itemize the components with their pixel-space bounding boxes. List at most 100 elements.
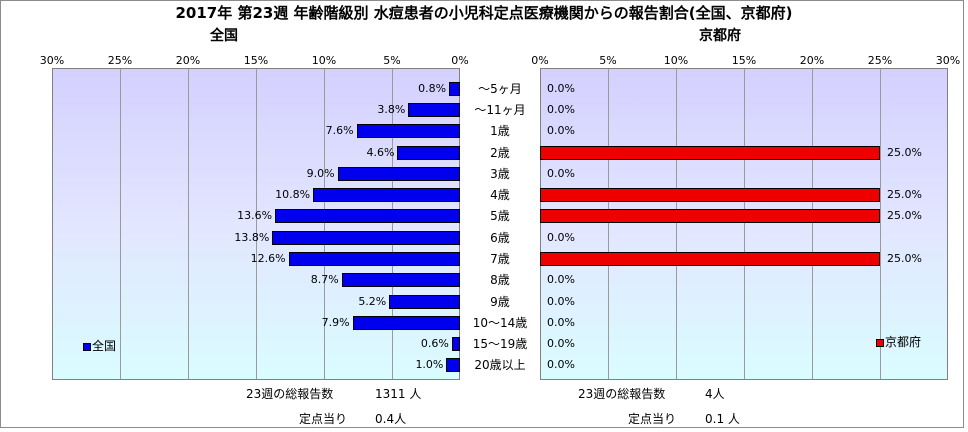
national-bar — [449, 81, 460, 96]
national-total-value: 1311 人 — [375, 387, 422, 401]
category-label: ～11ヶ月 — [474, 102, 526, 117]
category-label: 7歳 — [490, 251, 510, 266]
national-total-label: 23週の総報告数 — [246, 387, 334, 401]
national-per-label: 定点当り — [299, 412, 348, 426]
national-value-label: 13.6% — [237, 209, 273, 223]
national-legend-swatch — [83, 342, 91, 351]
national-legend-label: 全国 — [92, 339, 117, 353]
national-value-label: 3.8% — [377, 102, 406, 116]
category-label: ～5ヶ月 — [478, 81, 522, 96]
national-bar — [313, 188, 460, 203]
national-bar — [408, 102, 460, 117]
national-value-label: 9.0% — [306, 166, 335, 180]
kyoto-value-label: 0.0% — [547, 294, 575, 308]
kyoto-tick-label: 5% — [599, 54, 617, 67]
national-value-label: 8.7% — [310, 273, 339, 287]
kyoto-tick-label: 25% — [867, 54, 893, 67]
kyoto-legend-swatch — [876, 338, 884, 347]
kyoto-tick-label: 30% — [935, 54, 961, 67]
category-label: 20歳以上 — [474, 358, 526, 373]
national-gridline — [188, 69, 189, 379]
national-tick-label: 20% — [175, 54, 201, 67]
kyoto-value-label: 0.0% — [547, 337, 575, 351]
kyoto-value-label: 25.0% — [887, 188, 922, 202]
right-panel-title: 京都府 — [699, 28, 741, 44]
national-value-label: 7.9% — [321, 315, 350, 329]
kyoto-value-label: 0.0% — [547, 358, 575, 372]
kyoto-value-label: 0.0% — [547, 166, 575, 180]
kyoto-value-label: 0.0% — [547, 81, 575, 95]
national-gridline — [256, 69, 257, 379]
national-value-label: 4.6% — [366, 145, 395, 159]
national-bar — [397, 145, 460, 160]
category-label: 5歳 — [490, 209, 510, 224]
kyoto-plot-area — [540, 68, 948, 380]
category-label: 8歳 — [490, 273, 510, 288]
national-legend: 全国 — [83, 339, 116, 353]
kyoto-tick-label: 10% — [663, 54, 689, 67]
category-label: 9歳 — [490, 294, 510, 309]
national-bar — [288, 251, 460, 266]
national-value-label: 0.8% — [418, 81, 447, 95]
kyoto-total-value: 4人 — [705, 387, 725, 401]
national-value-label: 7.6% — [325, 124, 354, 138]
category-label: 10～14歳 — [472, 315, 528, 330]
national-tick-label: 15% — [243, 54, 269, 67]
national-bar — [446, 358, 460, 373]
kyoto-tick-label: 15% — [731, 54, 757, 67]
kyoto-value-label: 25.0% — [887, 145, 922, 159]
national-bar — [451, 337, 460, 352]
national-bar — [272, 230, 460, 245]
kyoto-value-label: 0.0% — [547, 230, 575, 244]
category-label: 2歳 — [490, 145, 510, 160]
national-tick-label: 5% — [383, 54, 401, 67]
kyoto-bar — [540, 145, 880, 160]
kyoto-gridline — [812, 69, 813, 379]
kyoto-total-label: 23週の総報告数 — [578, 387, 666, 401]
national-value-label: 5.2% — [358, 294, 387, 308]
kyoto-gridline — [744, 69, 745, 379]
national-per-value: 0.4人 — [375, 412, 407, 426]
national-bar — [356, 124, 460, 139]
national-gridline — [392, 69, 393, 379]
kyoto-bar — [540, 188, 880, 203]
national-bar — [352, 315, 460, 330]
kyoto-gridline — [676, 69, 677, 379]
kyoto-bar — [540, 251, 880, 266]
national-tick-label: 25% — [107, 54, 133, 67]
kyoto-value-label: 25.0% — [887, 209, 922, 223]
kyoto-tick-label: 0% — [531, 54, 549, 67]
national-bar — [341, 273, 460, 288]
category-label: 3歳 — [490, 166, 510, 181]
national-bar — [275, 209, 460, 224]
national-gridline — [324, 69, 325, 379]
national-tick-label: 30% — [39, 54, 65, 67]
kyoto-gridline — [608, 69, 609, 379]
category-label: 4歳 — [490, 188, 510, 203]
kyoto-legend-label: 京都府 — [885, 335, 922, 349]
kyoto-per-value: 0.1 人 — [705, 412, 740, 426]
national-value-label: 0.6% — [420, 337, 449, 351]
kyoto-bar — [540, 209, 880, 224]
kyoto-value-label: 0.0% — [547, 315, 575, 329]
national-value-label: 12.6% — [250, 251, 286, 265]
category-label: 1歳 — [490, 124, 510, 139]
national-value-label: 1.0% — [415, 358, 444, 372]
category-label: 15～19歳 — [472, 337, 528, 352]
national-bar — [337, 166, 460, 181]
national-gridline — [120, 69, 121, 379]
category-label: 6歳 — [490, 230, 510, 245]
kyoto-value-label: 0.0% — [547, 273, 575, 287]
national-bar — [389, 294, 460, 309]
national-value-label: 13.8% — [234, 230, 270, 244]
kyoto-tick-label: 20% — [799, 54, 825, 67]
national-tick-label: 0% — [451, 54, 469, 67]
kyoto-legend: 京都府 — [876, 335, 921, 349]
left-panel-title: 全国 — [210, 28, 238, 44]
kyoto-value-label: 0.0% — [547, 102, 575, 116]
national-value-label: 10.8% — [275, 188, 311, 202]
chart-title: 2017年 第23週 年齢階級別 水痘患者の小児科定点医療機関からの報告割合(全… — [175, 4, 793, 22]
kyoto-value-label: 0.0% — [547, 124, 575, 138]
